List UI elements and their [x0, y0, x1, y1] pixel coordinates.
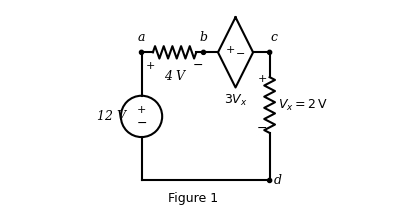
Text: −: −	[193, 59, 204, 72]
Text: 12 V: 12 V	[97, 110, 126, 123]
Circle shape	[140, 50, 144, 54]
Text: +: +	[137, 105, 146, 115]
Text: a: a	[138, 31, 145, 44]
Text: −: −	[257, 122, 268, 135]
Text: −: −	[136, 116, 147, 130]
Text: $3V_x$: $3V_x$	[224, 93, 247, 108]
Text: $V_x = 2\,\mathrm{V}$: $V_x = 2\,\mathrm{V}$	[278, 98, 328, 113]
Text: −: −	[235, 50, 245, 59]
Text: 4 V: 4 V	[164, 70, 185, 83]
Circle shape	[201, 50, 206, 54]
Text: c: c	[270, 31, 277, 44]
Text: +: +	[146, 61, 155, 71]
Text: +: +	[225, 45, 235, 55]
Text: b: b	[199, 31, 208, 44]
Circle shape	[267, 50, 272, 54]
Circle shape	[267, 178, 272, 182]
Text: +: +	[258, 74, 267, 84]
Text: d: d	[274, 174, 282, 187]
Text: Figure 1: Figure 1	[168, 192, 218, 205]
